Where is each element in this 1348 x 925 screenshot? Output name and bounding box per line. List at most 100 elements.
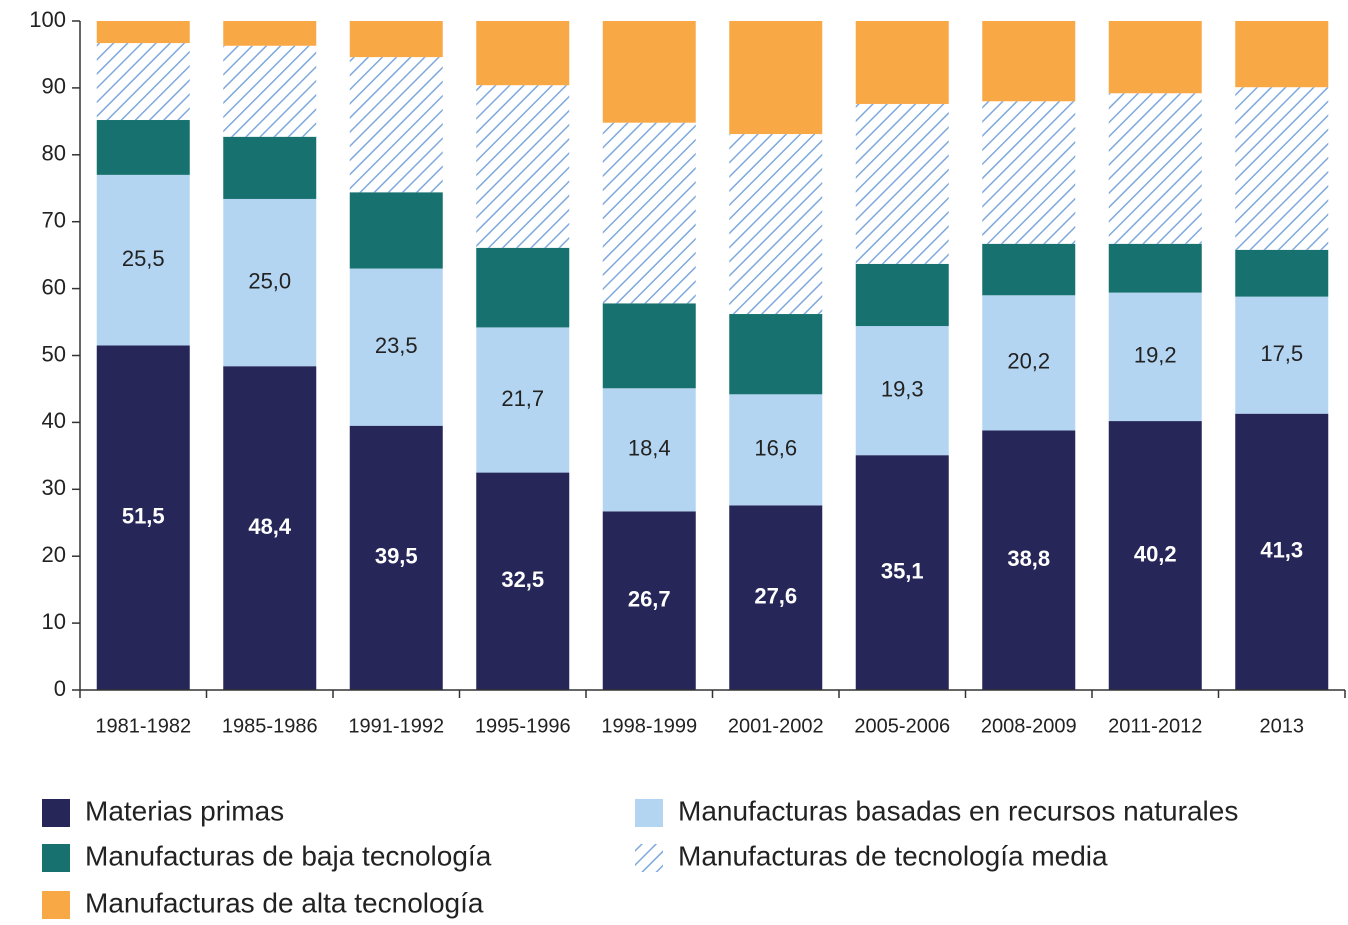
bar-segment — [982, 295, 1076, 431]
bar-segment — [855, 103, 949, 264]
x-tick-label: 2005-2006 — [854, 715, 950, 737]
bar-segment — [476, 472, 570, 690]
value-label: 19,3 — [881, 376, 924, 401]
y-tick-label: 60 — [42, 274, 66, 299]
bar-segment — [223, 136, 317, 199]
value-label: 18,4 — [628, 436, 671, 461]
legend-label: Manufacturas de alta tecnología — [85, 887, 484, 918]
y-tick-label: 70 — [42, 208, 66, 233]
bar-segment — [855, 21, 949, 104]
bar-segment — [729, 134, 823, 315]
bar-segment — [1235, 21, 1329, 88]
bar-segment — [729, 314, 823, 395]
bar-segment — [1235, 296, 1329, 414]
bar-segment — [223, 198, 317, 367]
y-tick-label: 100 — [29, 7, 66, 32]
bar-segment — [476, 247, 570, 328]
bar-segment — [1108, 421, 1202, 690]
bar-segment — [96, 43, 190, 121]
legend-label: Manufacturas de tecnología media — [678, 840, 1108, 871]
bar-segment — [855, 263, 949, 327]
bar-segment — [223, 366, 317, 690]
bar-segment — [982, 243, 1076, 296]
bar-segment — [602, 122, 696, 304]
legend-swatch — [42, 799, 70, 827]
bar-segment — [96, 345, 190, 690]
x-tick-label: 1985-1986 — [222, 715, 318, 737]
bar-segment — [476, 85, 570, 248]
value-label: 27,6 — [754, 583, 797, 608]
bar-segment — [96, 21, 190, 44]
bar-segment — [349, 21, 443, 58]
bar-segment — [1235, 87, 1329, 250]
bar-segment — [602, 303, 696, 389]
legend-swatch — [42, 891, 70, 919]
legend-label: Materias primas — [85, 795, 284, 826]
value-label: 21,7 — [501, 386, 544, 411]
bar-segment — [1108, 93, 1202, 244]
bar-segment — [223, 21, 317, 46]
bar-segment — [96, 174, 190, 346]
value-label: 20,2 — [1007, 349, 1050, 374]
x-tick-label: 1981-1982 — [95, 715, 191, 737]
y-tick-label: 30 — [42, 475, 66, 500]
bar-segment — [982, 430, 1076, 690]
value-label: 16,6 — [754, 436, 797, 461]
bar-segment — [855, 455, 949, 690]
value-label: 38,8 — [1007, 546, 1050, 571]
value-label: 25,5 — [122, 246, 165, 271]
bar-segment — [1108, 243, 1202, 293]
bar-segment — [729, 394, 823, 506]
y-tick-label: 80 — [42, 141, 66, 166]
value-label: 41,3 — [1260, 538, 1303, 563]
bar-segment — [349, 425, 443, 690]
value-label: 32,5 — [501, 567, 544, 592]
bar-segment — [729, 505, 823, 690]
bar-segment — [855, 326, 949, 456]
bar-segment — [1108, 21, 1202, 94]
value-label: 17,5 — [1260, 341, 1303, 366]
bar-segment — [602, 388, 696, 512]
y-tick-label: 0 — [54, 676, 66, 701]
bar-segment — [96, 120, 190, 175]
bar-segment — [1235, 249, 1329, 297]
bar-segment — [982, 101, 1076, 244]
bar-segment — [1108, 292, 1202, 422]
value-label: 51,5 — [122, 504, 165, 529]
legend-label: Manufacturas de baja tecnología — [85, 840, 492, 871]
y-tick-label: 20 — [42, 542, 66, 567]
value-label: 40,2 — [1134, 541, 1177, 566]
x-tick-label: 1998-1999 — [601, 715, 697, 737]
value-label: 48,4 — [248, 514, 292, 539]
value-label: 25,0 — [248, 268, 291, 293]
x-tick-label: 2001-2002 — [728, 715, 824, 737]
bar-segment — [982, 21, 1076, 102]
legend-label: Manufacturas basadas en recursos natural… — [678, 795, 1238, 826]
bar-segment — [349, 268, 443, 426]
bar-segment — [223, 45, 317, 137]
y-tick-label: 90 — [42, 74, 66, 99]
x-tick-label: 2013 — [1260, 715, 1305, 737]
legend-swatch — [42, 844, 70, 872]
x-tick-label: 2008-2009 — [981, 715, 1077, 737]
x-tick-label: 2011-2012 — [1108, 715, 1202, 737]
bar-segment — [349, 57, 443, 193]
legend-swatch — [635, 844, 663, 872]
bar-segment — [476, 21, 570, 86]
value-label: 39,5 — [375, 544, 418, 569]
bar-segment — [729, 21, 823, 135]
value-label: 23,5 — [375, 333, 418, 358]
value-label: 19,2 — [1134, 343, 1177, 368]
y-tick-label: 40 — [42, 408, 66, 433]
x-tick-label: 1991-1992 — [348, 715, 444, 737]
bar-segment — [476, 327, 570, 473]
x-tick-label: 1995-1996 — [475, 715, 571, 737]
bar-segment — [349, 192, 443, 269]
bar-segment — [602, 511, 696, 690]
bar-segment — [1235, 413, 1329, 690]
legend-swatch — [635, 799, 663, 827]
bar-segment — [602, 21, 696, 123]
y-tick-label: 10 — [42, 609, 66, 634]
y-tick-label: 50 — [42, 341, 66, 366]
